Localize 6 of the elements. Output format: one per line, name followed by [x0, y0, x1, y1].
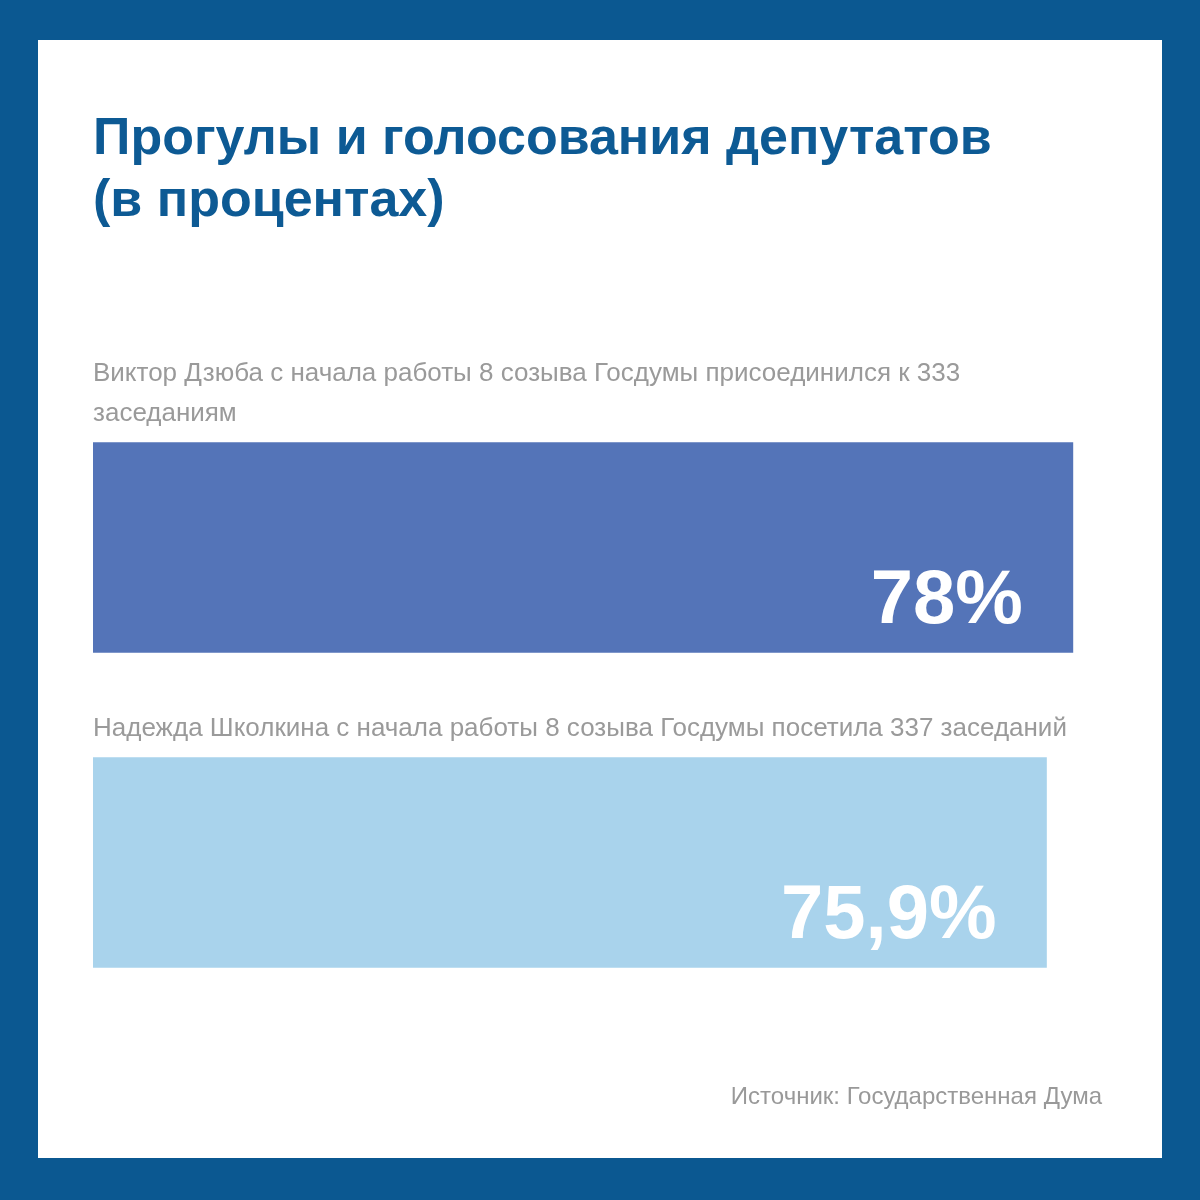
- chart-title: Прогулы и голосования депутатов (в процентах): [93, 106, 993, 229]
- data-label: 78%: [870, 554, 1023, 640]
- text: Источник: Государственная Дума: [730, 1082, 1102, 1110]
- data-label: 75,9%: [780, 869, 997, 955]
- y-tick-label: Надежда Школкина с начала работы 8 созыва Госдумы посетила 337 заседаний: [93, 711, 1067, 742]
- y-tick-label: Виктор Дзюба с начала работы 8 созыва Госдумы присоединился к 333 заседаниям: [93, 356, 961, 427]
